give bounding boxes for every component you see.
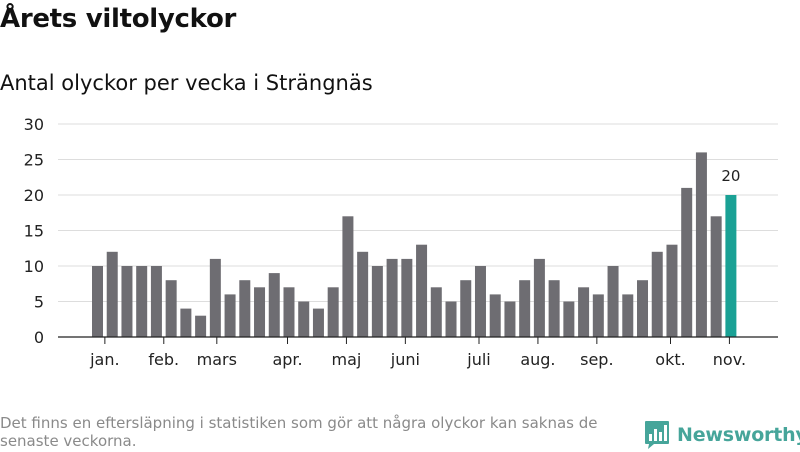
bar (327, 287, 339, 337)
highlighted-bar (725, 195, 737, 337)
bar (165, 280, 177, 337)
bar (578, 287, 590, 337)
bar (254, 287, 266, 337)
bar (106, 251, 118, 337)
bar (268, 273, 280, 337)
data-label: 20 (721, 167, 740, 185)
chart-subtitle: Antal olyckor per vecka i Strängnäs (0, 71, 373, 95)
x-tick-label: maj (332, 350, 362, 369)
bar (445, 301, 457, 337)
x-tick-label: jan. (89, 350, 119, 369)
bar (651, 251, 663, 337)
bar (489, 294, 501, 337)
axes (58, 336, 778, 344)
brand-name: Newsworthy (677, 424, 800, 446)
bar (209, 258, 221, 337)
bar (195, 315, 207, 337)
bar (371, 266, 383, 337)
bar (533, 258, 545, 337)
bar (136, 266, 148, 337)
chart-title: Årets viltolyckor (0, 4, 237, 34)
x-tick-label: juni (390, 350, 420, 369)
bar (504, 301, 516, 337)
bar (312, 308, 324, 337)
y-tick-label: 25 (24, 151, 44, 170)
bar (519, 280, 531, 337)
y-tick-label: 5 (34, 293, 44, 312)
bar (342, 216, 354, 337)
bar (121, 266, 133, 337)
bar (592, 294, 604, 337)
y-tick-label: 10 (24, 257, 44, 276)
bar (460, 280, 472, 337)
x-tick-label: feb. (148, 350, 179, 369)
bar (224, 294, 236, 337)
labels: 0 5 10 15 20 25 30 jan. feb. mars apr. maj juni juli a… (24, 115, 746, 369)
bar-chart: 0 5 10 15 20 25 30 jan. feb. mars apr. maj juni juli a… (24, 115, 778, 369)
bar (710, 216, 722, 337)
x-tick-label: nov. (713, 350, 746, 369)
y-tick-label: 0 (34, 328, 44, 347)
bar-chart-speech-bubble-icon (645, 421, 669, 449)
bar (681, 187, 693, 337)
bar (401, 258, 413, 337)
bar (283, 287, 295, 337)
y-tick-label: 15 (24, 222, 44, 241)
bar (357, 251, 369, 337)
x-tick-label: okt. (655, 350, 685, 369)
bar (386, 258, 398, 337)
x-tick-label: aug. (520, 350, 555, 369)
bar (666, 244, 678, 337)
bar (637, 280, 649, 337)
x-tick-label: mars (197, 350, 237, 369)
x-tick-label: sep. (580, 350, 613, 369)
bar (695, 152, 707, 337)
bar (416, 244, 428, 337)
x-tick-label: juli (466, 350, 490, 369)
bar (150, 266, 162, 337)
bars (92, 152, 737, 337)
bar (607, 266, 619, 337)
x-tick-label: apr. (272, 350, 302, 369)
bar (563, 301, 575, 337)
bar (430, 287, 442, 337)
brand-logo[interactable]: Newsworthy (644, 418, 800, 452)
bar (92, 266, 103, 337)
footnote: Det finns en eftersläpning i statistiken… (0, 414, 598, 450)
bar (298, 301, 310, 337)
y-tick-label: 20 (24, 186, 44, 205)
bar (180, 308, 192, 337)
bar (622, 294, 634, 337)
bar (474, 266, 486, 337)
bar (239, 280, 251, 337)
y-tick-label: 30 (24, 115, 44, 134)
bar (548, 280, 560, 337)
